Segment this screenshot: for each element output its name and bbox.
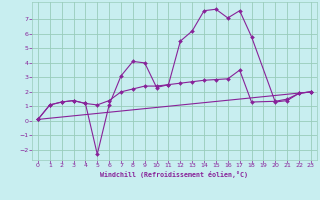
X-axis label: Windchill (Refroidissement éolien,°C): Windchill (Refroidissement éolien,°C) bbox=[100, 171, 248, 178]
